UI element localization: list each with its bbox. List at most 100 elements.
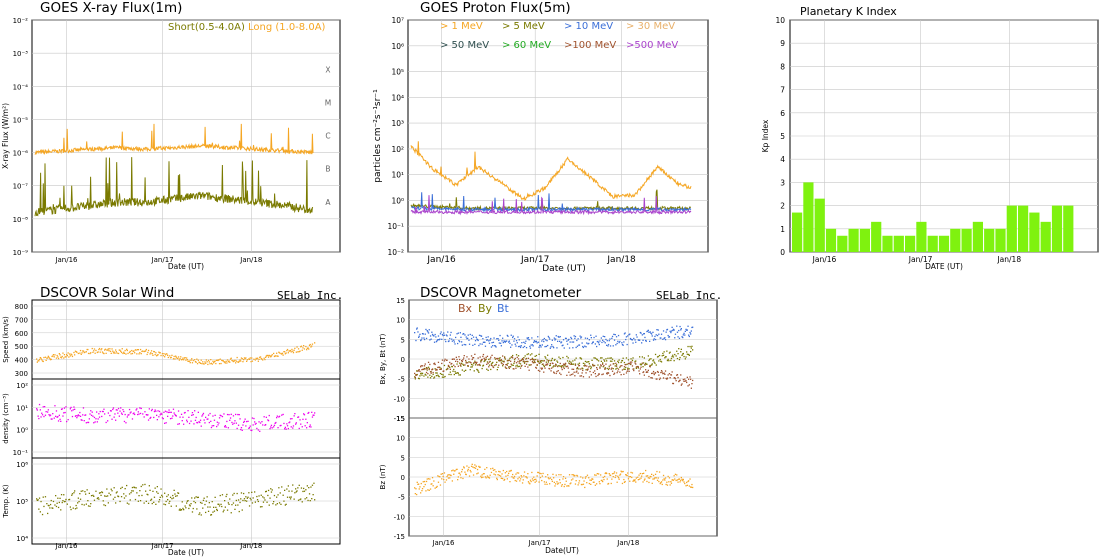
kp-bar [916,221,927,252]
wind-scatter-point [162,355,164,357]
mag-scatter-point [547,335,549,338]
wind-scatter-point [101,348,103,350]
wind-scatter-point [259,356,262,358]
mag-scatter-point [433,377,435,379]
mag-scatter-point [531,478,534,480]
mag-scatter-point [662,479,664,481]
mag-scatter-point [643,362,645,364]
mag-scatter-point [532,362,534,364]
mag-scatter-point [574,363,577,365]
mag-scatter-point [639,472,641,475]
wind-scatter-point [286,349,288,352]
wind-scatter-point [147,502,150,504]
wind-scatter-point [274,422,276,424]
legend-entry: > 10 MeV [564,21,613,32]
mag-scatter-point [588,361,590,363]
mag-scatter-point [637,479,639,481]
mag-scatter-point [531,337,533,339]
mag-scatter-point [510,366,512,368]
mag-scatter-point [660,482,662,484]
mag-scatter-point [657,477,659,479]
mag-scatter-point [429,478,431,480]
mag-scatter-point [526,360,528,363]
mag-scatter-point [458,340,460,342]
mag-scatter-point [439,372,442,375]
mag-scatter-point [475,336,477,338]
wind-scatter-point [47,512,49,515]
mag-scatter-point [690,387,692,389]
wind-scatter-point [40,416,42,418]
wind-scatter-point [250,429,252,431]
mag-scatter-point [644,478,646,480]
xray-legend-short: Short(0.5-4.0A) [168,22,245,33]
wind-scatter-point [99,492,101,494]
mag-scatter-point [531,361,534,363]
mag-scatter-point [547,360,549,362]
mag-scatter-point [594,357,596,359]
wind-scatter-point [93,348,96,350]
mag-scatter-point [435,341,438,343]
mag-scatter-point [570,336,572,339]
wind-scatter-point [192,507,194,510]
wind-scatter-point [40,357,42,359]
mag-scatter-point [672,329,674,332]
mag-scatter-point [587,361,589,363]
mag-scatter-point [673,360,675,362]
mag-scatter-point [555,372,557,375]
mag-scatter-point [663,337,665,340]
mag-scatter-point [590,483,592,485]
mag-scatter-point [472,364,474,366]
y-axis-label: Speed (km/s) [2,316,10,363]
mag-scatter-point [664,357,666,359]
wind-scatter-point [256,499,259,501]
mag-scatter-point [680,374,682,376]
flare-class-label: B [325,165,330,174]
wind-scatter-point [217,424,219,426]
mag-scatter-point [554,358,556,361]
wind-scatter-point [210,359,212,361]
mag-scatter-point [652,331,654,333]
mag-scatter-point [610,368,612,370]
wind-scatter-point [245,425,247,427]
mag-scatter-point [588,477,590,479]
mag-scatter-point [574,337,576,340]
wind-scatter-point [86,348,88,351]
mag-scatter-point [637,366,639,368]
wind-scatter-point [164,492,166,494]
mag-scatter-point [564,477,567,479]
mag-scatter-point [523,475,525,477]
wind-scatter-point [288,490,290,492]
mag-scatter-point [428,329,430,331]
mag-scatter-point [672,356,675,358]
wind-scatter-point [285,503,287,505]
wind-scatter-point [186,502,188,504]
mag-scatter-point [496,358,498,360]
mag-scatter-point [506,363,508,366]
wind-scatter-point [207,359,210,362]
wind-scatter-point [237,413,239,416]
wind-scatter-point [284,353,286,355]
mag-scatter-point [523,360,525,362]
mag-scatter-point [625,338,627,341]
mag-scatter-point [536,364,538,366]
mag-scatter-point [618,478,620,480]
wind-scatter-point [129,412,131,414]
mag-scatter-point [541,479,543,482]
mag-scatter-point [539,344,541,347]
mag-scatter-point [470,337,473,340]
wind-scatter-point [63,357,65,359]
mag-scatter-point [442,334,444,337]
mag-scatter-point [574,335,577,338]
mag-scatter-point [643,333,645,335]
wind-scatter-point [280,424,282,427]
mag-scatter-point [492,366,495,369]
wind-scatter-point [71,355,74,358]
mag-scatter-point [480,475,482,477]
wind-scatter-point [184,357,186,359]
wind-scatter-point [277,355,279,357]
mag-scatter-point [425,480,428,483]
y-tick-label: 600 [15,330,28,338]
wind-scatter-point [47,355,49,357]
y-tick-label: 800 [15,303,28,311]
wind-scatter-point [124,349,126,352]
